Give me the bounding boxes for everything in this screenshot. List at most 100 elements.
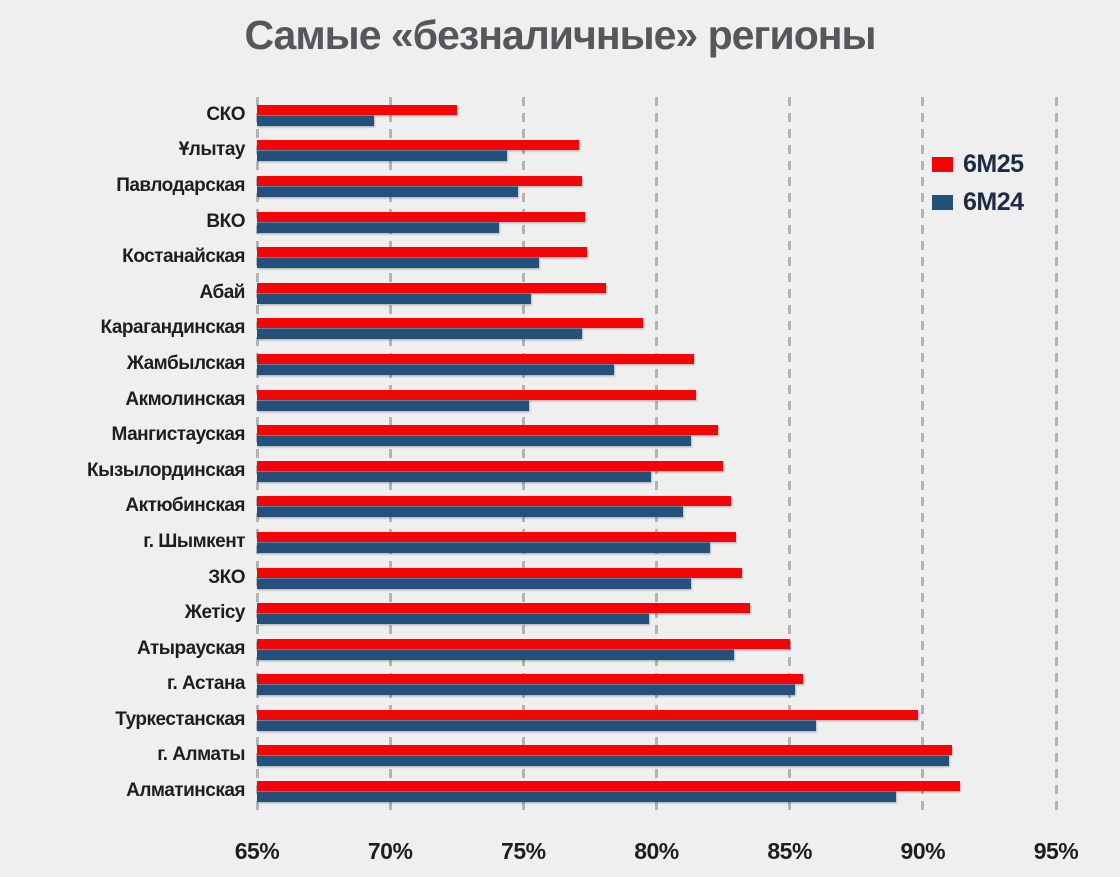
bar-6m24 (257, 719, 817, 731)
bar-6m24 (257, 791, 897, 803)
bar-6m24 (257, 257, 540, 269)
category-label: Жамбылская (126, 352, 246, 374)
bar-group (257, 346, 1056, 382)
chart-row: г. Алматы (0, 738, 1056, 774)
x-axis-tick-label: 80% (634, 838, 679, 864)
bar-group (257, 595, 1056, 631)
bar-group (257, 702, 1056, 738)
legend-swatch-6m25-icon (932, 156, 953, 172)
bar-6m25 (257, 140, 580, 151)
bar-6m24 (257, 399, 529, 411)
category-label: Актюбинская (125, 495, 245, 517)
bar-group (257, 417, 1056, 453)
chart-row: Атырауская (0, 631, 1056, 667)
x-axis-tick-label: 70% (367, 838, 413, 864)
chart-row: Акмолинская (0, 382, 1056, 418)
bar-6m24 (257, 435, 692, 447)
bar-6m24 (257, 577, 692, 589)
gridline (388, 97, 392, 815)
chart-row: Туркестанская (0, 702, 1056, 738)
bar-group (257, 97, 1056, 133)
category-label: Карагандинская (100, 317, 246, 339)
x-axis-tick-label: 95% (1033, 838, 1079, 864)
bar-group (257, 275, 1056, 311)
legend: 6M25 6M24 (932, 145, 1024, 221)
bar-group (257, 204, 1056, 240)
bar-6m25 (257, 674, 803, 685)
x-axis-tick-label: 65% (234, 838, 280, 864)
chart-row: Алматинская (0, 773, 1056, 809)
category-label: Туркестанская (115, 708, 245, 730)
bar-6m24 (257, 150, 508, 162)
chart-row: Ұлытау (0, 133, 1056, 169)
gridline (921, 97, 925, 815)
chart-row: Жетісу (0, 595, 1056, 631)
x-axis-tick-label: 90% (900, 838, 946, 864)
bar-group (257, 168, 1056, 204)
bar-6m25 (257, 460, 724, 471)
bar-6m25 (257, 282, 606, 293)
category-label: СКО (206, 103, 245, 125)
bar-6m24 (257, 114, 375, 126)
bar-6m25 (257, 531, 737, 542)
bar-6m25 (257, 104, 457, 115)
chart-row: Жамбылская (0, 346, 1056, 382)
legend-item-6m25: 6M25 (932, 145, 1024, 183)
category-label: Ұлытау (178, 139, 246, 161)
chart-row: Костанайская (0, 239, 1056, 275)
category-label: Жетісу (184, 602, 246, 624)
plot-gridlines (255, 97, 1058, 815)
bar-6m24 (257, 755, 950, 767)
bar-group (257, 560, 1056, 596)
chart-row: Кызылординская (0, 453, 1056, 489)
bar-6m24 (257, 648, 734, 660)
bar-6m24 (257, 363, 614, 375)
category-label: Павлодарская (116, 174, 245, 196)
gridline (255, 97, 259, 815)
bar-6m25 (257, 211, 585, 222)
chart-row: Мангистауская (0, 417, 1056, 453)
bar-6m24 (257, 470, 652, 482)
bar-6m25 (257, 603, 750, 614)
bar-group (257, 524, 1056, 560)
gridline (1054, 97, 1058, 815)
bar-6m24 (257, 185, 518, 197)
category-label: г. Алматы (157, 744, 245, 766)
category-label: г. Астана (166, 673, 246, 695)
chart-title: Самые «безналичные» регионы (244, 12, 876, 58)
bar-group (257, 133, 1056, 169)
category-label: Абай (199, 281, 246, 303)
chart-row: СКО (0, 97, 1056, 133)
bar-group (257, 382, 1056, 418)
bar-6m24 (257, 328, 582, 340)
bar-group (257, 738, 1056, 774)
bar-6m25 (257, 389, 697, 400)
bar-group (257, 631, 1056, 667)
bar-6m25 (257, 745, 953, 756)
category-label: ВКО (206, 210, 245, 232)
bar-6m24 (257, 221, 500, 233)
chart-row: Павлодарская (0, 168, 1056, 204)
category-label: Алматинская (126, 780, 245, 802)
chart-row: ВКО (0, 204, 1056, 240)
bar-6m25 (257, 709, 918, 720)
bar-6m25 (257, 318, 644, 329)
bar-6m25 (257, 353, 694, 364)
plot-area: СКО Ұлытау Павлодарская ВКО Костанайская Абай… (0, 97, 1056, 809)
bar-6m25 (257, 567, 742, 578)
x-axis-tick-label: 75% (501, 838, 546, 864)
gridline (655, 97, 658, 815)
x-axis-tick-label: 85% (767, 838, 812, 864)
bar-6m24 (257, 506, 684, 518)
category-label: г. Шымкент (143, 530, 245, 552)
legend-label-6m24: 6M24 (963, 187, 1024, 216)
bar-group (257, 239, 1056, 275)
legend-item-6m24: 6M24 (932, 183, 1024, 221)
chart-row: ЗКО (0, 560, 1056, 596)
gridline (788, 97, 792, 815)
bar-6m24 (257, 292, 532, 304)
bar-6m25 (257, 781, 961, 792)
category-label: Атырауская (137, 637, 246, 659)
chart-row: Карагандинская (0, 311, 1056, 347)
